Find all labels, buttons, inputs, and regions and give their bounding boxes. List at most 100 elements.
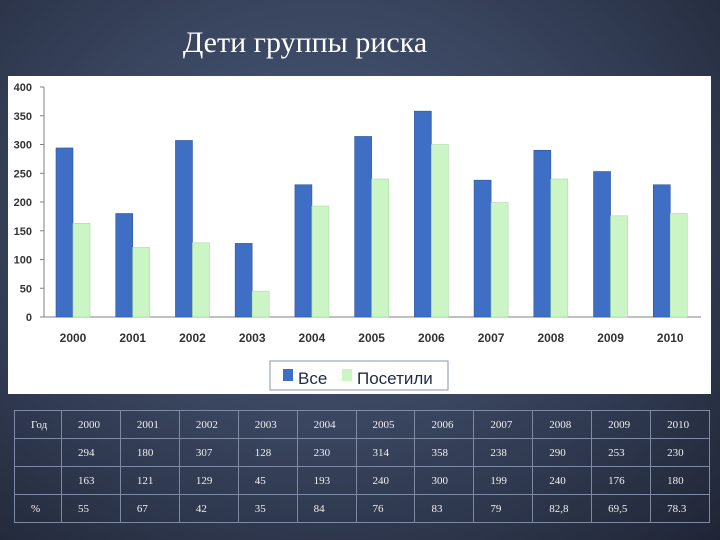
bar-visited (251, 290, 270, 318)
x-tick-label: 2010 (657, 331, 684, 345)
bar-all (593, 171, 611, 318)
y-tick-label: 200 (14, 197, 32, 209)
table-row-percent: % 55 67 42 35 84 76 83 79 82,8 69,5 78.3 (14, 494, 710, 523)
legend-label-visited: Посетили (357, 369, 433, 388)
table-cell: 163 (61, 466, 121, 495)
table-cell: 2002 (178, 410, 239, 439)
table-cell: 307 (178, 438, 239, 467)
legend-swatch-visited (342, 369, 352, 381)
table-cell: 82,8 (532, 494, 593, 523)
table-cell: 35 (237, 494, 298, 523)
table-cell: 2005 (355, 410, 416, 439)
table-cell: 240 (355, 466, 416, 495)
bar-all (55, 147, 74, 318)
y-tick-label: 350 (14, 111, 32, 123)
table-cell: 2000 (61, 410, 121, 439)
table-header-year: Год (14, 410, 62, 439)
bar-visited (72, 222, 91, 318)
x-tick-label: 2006 (418, 331, 445, 345)
bar-visited (610, 215, 628, 318)
y-tick-labels: 0 50 100 150 200 250 300 350 400 (14, 82, 32, 324)
legend-box (269, 360, 449, 391)
table-cell: 55 (61, 494, 121, 523)
table-cell: 300 (414, 466, 475, 495)
bars-group (55, 110, 688, 318)
x-tick-label: 2007 (478, 331, 505, 345)
table-row-visited: 163 121 129 45 193 240 300 199 240 176 1… (14, 466, 710, 495)
table-cell: 78.3 (650, 494, 710, 523)
x-tick-label: 2003 (239, 331, 266, 345)
x-tick-label: 2000 (60, 331, 87, 345)
table-cell: 314 (355, 438, 416, 467)
bar-all (234, 243, 253, 318)
table-cell: 238 (473, 438, 534, 467)
table-cell: 176 (591, 466, 652, 495)
table-cell: 2001 (119, 410, 180, 439)
table-cell: 180 (119, 438, 180, 467)
table-cell: 2008 (532, 410, 593, 439)
slide-title: Дети группы риска (182, 26, 428, 59)
legend: Все Посетили (269, 360, 449, 391)
bar-visited (550, 178, 569, 318)
y-tick-label: 0 (26, 312, 32, 324)
bar-all (175, 140, 193, 318)
bar-all (652, 184, 671, 318)
x-tick-label: 2009 (597, 331, 624, 345)
bar-visited (192, 242, 210, 318)
bar-visited (490, 202, 509, 318)
x-tick-labels: 2000 2001 2002 2003 2004 2005 2006 2007 2008 2009… (60, 331, 684, 345)
table-cell: 2010 (650, 410, 710, 439)
y-tick-label: 300 (14, 140, 32, 152)
bar-all (294, 184, 313, 318)
y-tick-label: 100 (14, 255, 32, 267)
table-cell: 79 (473, 494, 534, 523)
x-tick-label: 2008 (537, 331, 564, 345)
table-header-percent: % (14, 494, 62, 523)
bar-all (354, 136, 372, 318)
bar-visited (431, 144, 449, 318)
y-tick-label: 250 (14, 168, 32, 180)
table-cell: 230 (296, 438, 357, 467)
bar-visited (371, 178, 389, 318)
table-cell: 199 (473, 466, 534, 495)
table-cell: 129 (178, 466, 239, 495)
table-cell: 2007 (473, 410, 534, 439)
y-tick-label: 50 (20, 283, 32, 295)
table-cell: 128 (237, 438, 298, 467)
table-cell: 42 (178, 494, 239, 523)
x-tick-label: 2004 (299, 331, 326, 345)
table-cell: 253 (591, 438, 652, 467)
y-tick-label: 400 (14, 82, 32, 94)
table-cell: 2009 (591, 410, 652, 439)
y-tick-label: 150 (14, 226, 32, 238)
table-cell: 180 (650, 466, 710, 495)
data-table: Год 2000 2001 2002 2003 2004 2005 2006 2… (14, 410, 710, 523)
bar-all (533, 149, 552, 318)
legend-label-all: Все (298, 369, 327, 388)
bar-all (115, 213, 134, 318)
bar-visited (669, 213, 688, 318)
bar-chart: 2000 2001 2002 2003 2004 2005 2006 2007 2008 2009… (13, 82, 701, 391)
legend-swatch-all (283, 369, 293, 381)
table-cell: 240 (532, 466, 593, 495)
bar-visited (132, 247, 151, 318)
table-cell: 45 (237, 466, 298, 495)
bar-all (414, 110, 432, 318)
table-cell: 230 (650, 438, 710, 467)
table-cell: 69,5 (591, 494, 652, 523)
x-tick-label: 2001 (119, 331, 146, 345)
bar-all (473, 179, 492, 318)
table-cell: 193 (296, 466, 357, 495)
table-row-label-empty (14, 438, 62, 467)
table-cell: 2006 (414, 410, 475, 439)
table-cell: 2003 (237, 410, 298, 439)
table-cell: 2004 (296, 410, 357, 439)
table-row-all: 294 180 307 128 230 314 358 238 290 253 … (14, 438, 710, 467)
x-tick-label: 2005 (358, 331, 385, 345)
table-row-years: Год 2000 2001 2002 2003 2004 2005 2006 2… (14, 410, 710, 439)
table-cell: 76 (355, 494, 416, 523)
table-cell: 294 (61, 438, 121, 467)
table-cell: 290 (532, 438, 593, 467)
table-cell: 358 (414, 438, 475, 467)
bar-visited (311, 205, 330, 318)
